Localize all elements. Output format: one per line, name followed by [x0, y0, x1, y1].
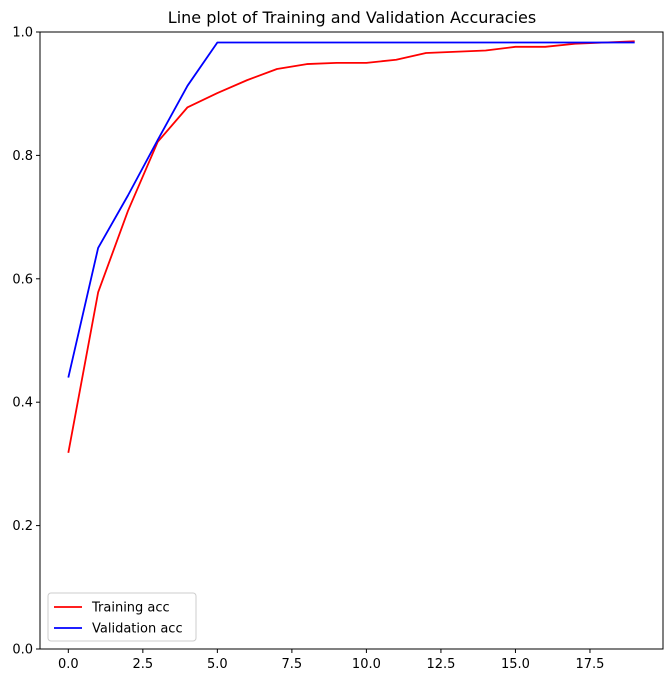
- legend-label: Validation acc: [92, 622, 183, 637]
- x-tick-label: 10.0: [352, 657, 381, 672]
- series-line-training-acc: [67, 40, 635, 453]
- chart-title: Line plot of Training and Validation Acc…: [168, 8, 536, 27]
- x-tick-label: 2.5: [132, 657, 153, 672]
- y-tick-label: 0.8: [12, 149, 33, 164]
- plot-frame: [39, 31, 664, 650]
- y-tick-label: 0.4: [12, 396, 33, 411]
- y-tick-label: 0.2: [12, 519, 33, 534]
- legend: Training acc Validation acc: [47, 592, 197, 642]
- legend-box: [47, 592, 197, 642]
- x-axis: 0.0 2.5 5.0 7.5 10.0 12.5 15.0 17.5: [58, 649, 604, 672]
- x-tick-label: 17.5: [575, 657, 604, 672]
- x-tick-label: 0.0: [58, 657, 79, 672]
- x-tick-label: 12.5: [426, 657, 455, 672]
- y-axis: 0.0 0.2 0.4 0.6 0.8 1.0: [12, 26, 40, 658]
- x-tick-label: 5.0: [207, 657, 228, 672]
- y-tick-label: 0.0: [12, 643, 33, 658]
- legend-label: Training acc: [91, 601, 170, 616]
- y-tick-label: 1.0: [12, 26, 33, 41]
- series-line-validation-acc: [67, 41, 635, 378]
- y-tick-label: 0.6: [12, 272, 33, 287]
- x-tick-label: 15.0: [501, 657, 530, 672]
- x-tick-label: 7.5: [282, 657, 303, 672]
